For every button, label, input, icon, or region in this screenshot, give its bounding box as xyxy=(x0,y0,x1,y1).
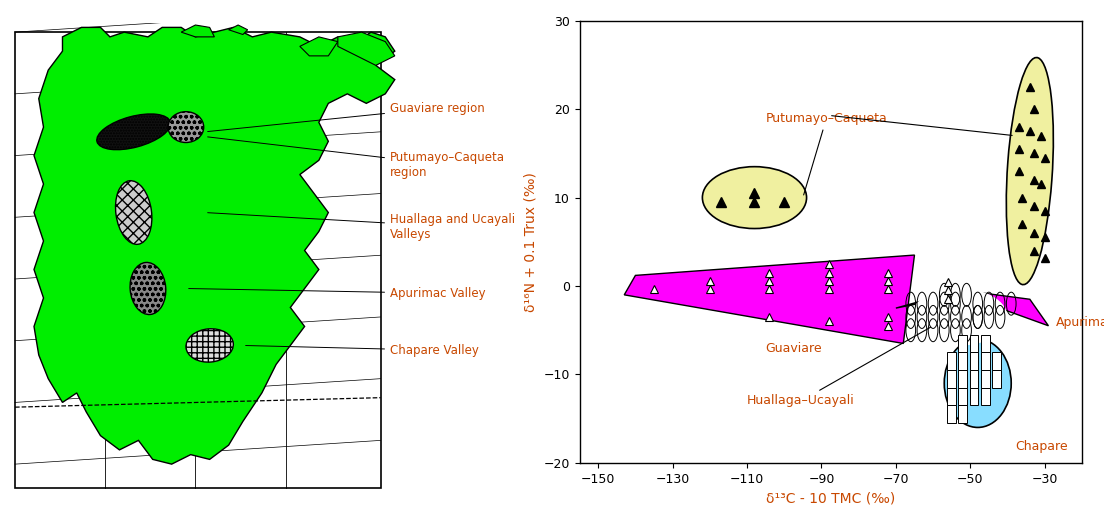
Ellipse shape xyxy=(130,263,166,315)
Bar xyxy=(958,370,967,388)
Bar xyxy=(958,335,967,353)
Text: Chapare Valley: Chapare Valley xyxy=(246,344,479,357)
Text: Apurimac: Apurimac xyxy=(1055,316,1104,329)
Text: Apurimac Valley: Apurimac Valley xyxy=(189,287,486,300)
Bar xyxy=(958,406,967,423)
Text: Guaviare region: Guaviare region xyxy=(208,101,485,132)
Text: Huallaga and Ucayali
Valleys: Huallaga and Ucayali Valleys xyxy=(208,213,516,241)
Ellipse shape xyxy=(911,288,1008,346)
Bar xyxy=(969,388,978,406)
Ellipse shape xyxy=(185,329,233,362)
Bar xyxy=(947,353,956,370)
Polygon shape xyxy=(229,25,247,34)
Bar xyxy=(947,370,956,388)
Bar xyxy=(980,335,989,353)
Ellipse shape xyxy=(944,339,1011,427)
Bar xyxy=(15,32,381,488)
Text: Putumayo–Caqueta
region: Putumayo–Caqueta region xyxy=(208,137,505,179)
Text: Chapare: Chapare xyxy=(1015,439,1068,452)
Polygon shape xyxy=(34,28,395,464)
Bar xyxy=(969,353,978,370)
Text: Huallaga–Ucayali: Huallaga–Ucayali xyxy=(747,327,931,408)
Bar xyxy=(958,353,967,370)
Ellipse shape xyxy=(702,166,807,229)
Text: Guaviare: Guaviare xyxy=(766,342,822,355)
Bar xyxy=(991,370,1001,388)
Polygon shape xyxy=(300,37,338,56)
Polygon shape xyxy=(338,32,395,66)
Bar xyxy=(947,388,956,406)
Ellipse shape xyxy=(97,114,171,150)
Ellipse shape xyxy=(1006,58,1053,284)
Text: Putumayo–Caqueta: Putumayo–Caqueta xyxy=(766,111,888,195)
Bar xyxy=(980,388,989,406)
Ellipse shape xyxy=(168,112,204,142)
Bar xyxy=(980,353,989,370)
Bar xyxy=(969,370,978,388)
Bar xyxy=(969,335,978,353)
Bar xyxy=(980,370,989,388)
Polygon shape xyxy=(895,290,1049,326)
Polygon shape xyxy=(181,25,214,37)
Bar xyxy=(947,406,956,423)
Ellipse shape xyxy=(116,180,152,244)
Polygon shape xyxy=(624,255,914,343)
Y-axis label: δ¹⁶N + 0.1 Trux (‰): δ¹⁶N + 0.1 Trux (‰) xyxy=(524,172,538,311)
X-axis label: δ¹³C - 10 TMC (‰): δ¹³C - 10 TMC (‰) xyxy=(766,491,895,505)
Bar xyxy=(991,353,1001,370)
Bar xyxy=(958,388,967,406)
